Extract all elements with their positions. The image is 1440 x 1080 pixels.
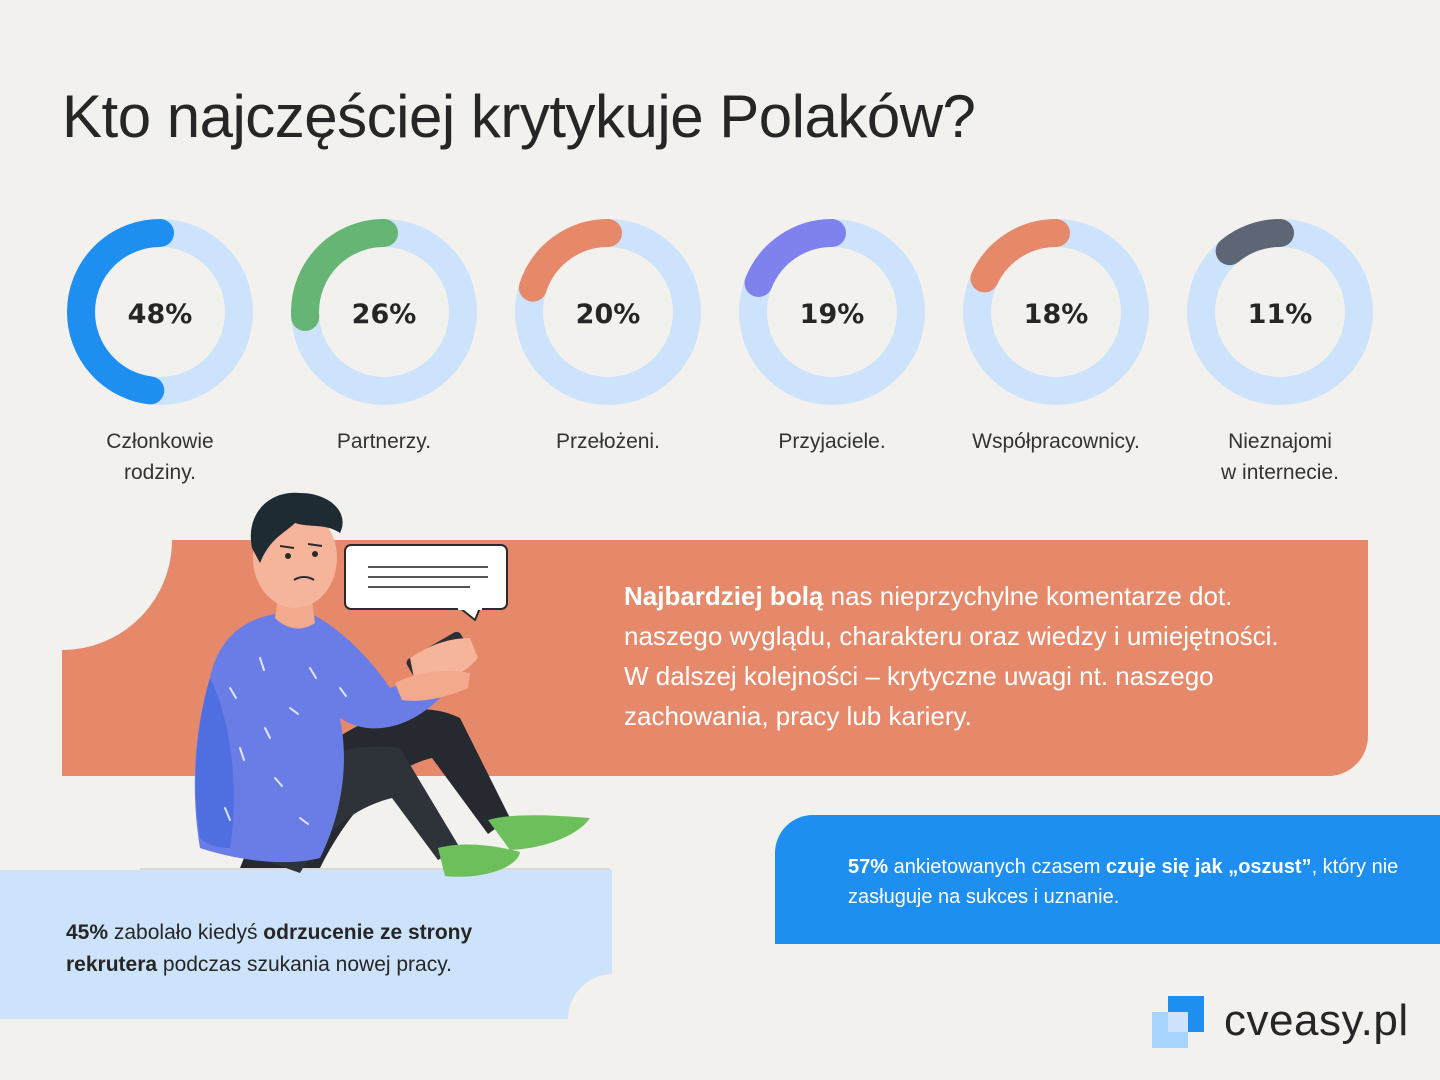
donut-4: 19% (739, 219, 925, 405)
donut-arc (739, 219, 925, 405)
orange-banner-bold: Najbardziej bolą (624, 581, 824, 611)
donut-arc (1187, 219, 1373, 405)
light-blue-box-pct: 45% (66, 921, 109, 944)
donut-value-label: 26% (352, 299, 417, 330)
donut-category-line-1: Przełożeni. (556, 430, 660, 453)
donut-category-line-1: Współpracownicy. (972, 430, 1140, 453)
donut-category-line-1: Członkowie (106, 430, 214, 453)
donut-category-label: Przełożeni. (493, 426, 723, 457)
man-with-phone-illustration (194, 492, 590, 877)
donut-value-label: 48% (128, 299, 193, 330)
donut-category-line-2: rodziny. (124, 461, 196, 484)
donut-5: 18% (963, 219, 1149, 405)
donut-category-label: Przyjaciele. (717, 426, 947, 457)
ground-line (140, 868, 610, 870)
donut-category-label: Współpracownicy. (941, 426, 1171, 457)
blue-box-pct: 57% (848, 856, 889, 878)
donut-value-label: 18% (1024, 299, 1089, 330)
donut-category-line-1: Przyjaciele. (778, 430, 886, 453)
light-blue-box-part1: zabolało kiedyś (108, 921, 264, 944)
brand-name: cveasy.pl (1224, 996, 1409, 1045)
donut-category-line-1: Partnerzy. (336, 430, 432, 453)
page-title: Kto najczęściej krytykuje Polaków? (62, 83, 976, 150)
orange-banner-text: Najbardziej bolą nas nieprzychylne komen… (624, 576, 1304, 736)
donut-1: 48% (67, 219, 253, 405)
donut-6: 11% (1187, 219, 1373, 405)
donut-arc (515, 219, 701, 405)
donut-category-label: Partnerzy. (269, 426, 499, 457)
light-blue-info-box (0, 870, 612, 1019)
cveasy-logo-icon (1152, 996, 1204, 1048)
speech-bubble-icon (344, 544, 508, 621)
donut-2: 26% (291, 219, 477, 405)
light-blue-box-bold: odrzucenie ze strony rekrutera (66, 921, 473, 976)
donut-category-line-2: w internecie. (1221, 461, 1339, 484)
donut-category-line-1: Nieznajomi (1228, 430, 1332, 453)
donut-arc (291, 219, 477, 405)
donut-value-label: 20% (576, 299, 641, 330)
blue-box-bold: czuje się jak „oszust” (1105, 856, 1312, 878)
donut-category-label: Członkowie rodziny. (45, 426, 275, 488)
blue-box-text: 57% ankietowanych czasem czuje się jak „… (848, 852, 1408, 912)
donut-value-label: 11% (1248, 299, 1313, 330)
donut-arc (67, 219, 253, 405)
orange-banner-rest: nas nieprzychylne komentarze dot. naszeg… (624, 581, 1279, 731)
donut-value-label: 19% (800, 299, 865, 330)
blue-info-box (775, 815, 1440, 944)
blue-box-part1: ankietowanych czasem (888, 856, 1106, 878)
donut-arc (963, 219, 1149, 405)
donut-chart-row: 48% Członkowie rodziny. 26% Partnerzy. 20% Prz… (0, 0, 1440, 500)
light-blue-box-cutout (568, 974, 658, 1064)
blue-box-part2: , który nie zasługuje na sukces i uznani… (848, 856, 1399, 908)
light-blue-box-part2: podczas szukania nowej pracy. (157, 953, 452, 976)
donut-3: 20% (515, 219, 701, 405)
donut-category-label: Nieznajomi w internecie. (1165, 426, 1395, 488)
light-blue-box-text: 45% zabolało kiedyś odrzucenie ze strony… (66, 917, 546, 981)
